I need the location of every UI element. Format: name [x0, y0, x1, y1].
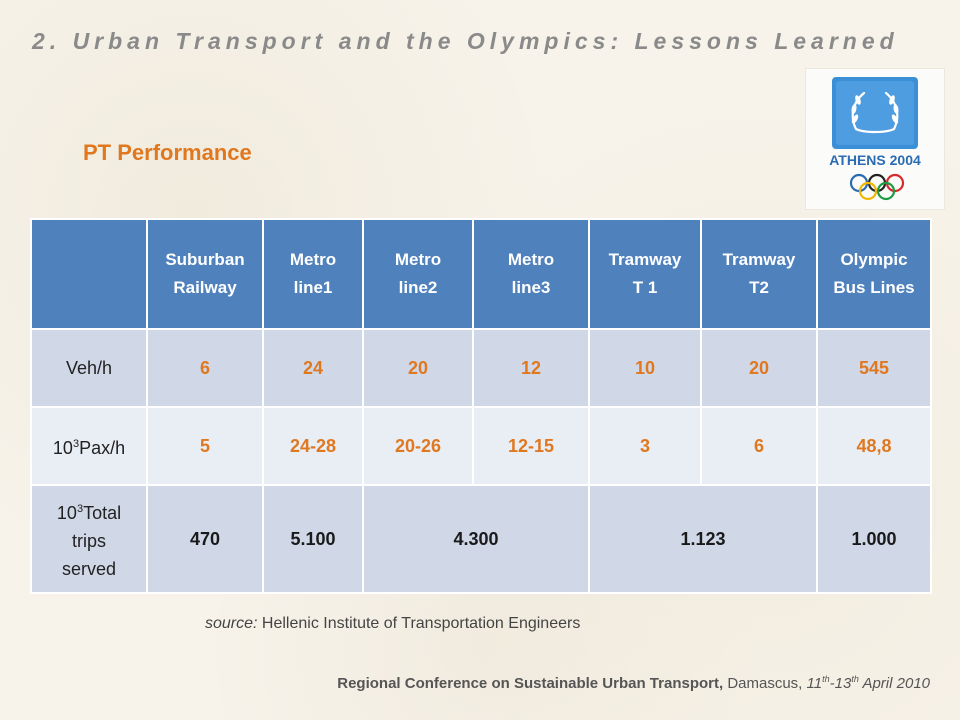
pt-performance-table: Suburban Railway Metro line1 Metro line2 Me… — [30, 218, 932, 594]
table-cell: 24 — [262, 328, 364, 408]
table-cell: 3 — [588, 406, 702, 486]
logo-caption: ATHENS 2004 — [829, 152, 921, 168]
footer-conference: Regional Conference on Sustainable Urban… — [337, 674, 930, 692]
header-suburban-railway: Suburban Railway — [146, 218, 264, 330]
table-cell: 20-26 — [362, 406, 474, 486]
table-cell: 1.000 — [816, 484, 932, 594]
table-cell: 6 — [700, 406, 818, 486]
table-cell: 6 — [146, 328, 264, 408]
header-tramway-t1: Tramway T 1 — [588, 218, 702, 330]
slide-title: 2. Urban Transport and the Olympics: Les… — [32, 28, 899, 54]
footer-city: Damascus, — [727, 675, 803, 692]
header-olympic-bus-lines: Olympic Bus Lines — [816, 218, 932, 330]
table-cell: 5 — [146, 406, 264, 486]
footer-dates: 11th-13th April 2010 — [806, 674, 930, 692]
header-corner-cell — [30, 218, 148, 330]
header-metro-line1: Metro line1 — [262, 218, 364, 330]
header-metro-line3: Metro line3 — [472, 218, 590, 330]
table-cell: 20 — [700, 328, 818, 408]
source-note: source: Hellenic Institute of Transporta… — [205, 615, 580, 633]
header-tramway-t2: Tramway T2 — [700, 218, 818, 330]
header-metro-line2: Metro line2 — [362, 218, 474, 330]
footer-conference-name: Regional Conference on Sustainable Urban… — [337, 675, 724, 692]
table-header-row: Suburban Railway Metro line1 Metro line2 Me… — [30, 218, 932, 330]
table-row-veh-per-h: Veh/h 6 24 20 12 10 20 545 — [30, 328, 932, 408]
row-label-pax-per-h: 103Pax/h — [30, 406, 148, 486]
row-label-total-trips: 103Total trips served — [30, 484, 148, 594]
table-cell-merged-metro-2-3: 4.300 — [362, 484, 590, 594]
table-cell: 48,8 — [816, 406, 932, 486]
row-label-veh-per-h: Veh/h — [30, 328, 148, 408]
table-cell: 545 — [816, 328, 932, 408]
table-cell: 12 — [472, 328, 590, 408]
olympic-logo-icon — [832, 77, 918, 201]
table-cell-merged-tramways: 1.123 — [588, 484, 818, 594]
source-label: source: — [205, 615, 258, 632]
table-cell: 10 — [588, 328, 702, 408]
table-row-total-trips: 103Total trips served 470 5.100 4.300 1.12… — [30, 484, 932, 594]
table-cell: 12-15 — [472, 406, 590, 486]
source-text: Hellenic Institute of Transportation Eng… — [261, 615, 581, 632]
table-cell: 470 — [146, 484, 264, 594]
table-cell: 24-28 — [262, 406, 364, 486]
table-cell: 20 — [362, 328, 474, 408]
table-cell: 5.100 — [262, 484, 364, 594]
athens-2004-logo: ATHENS 2004 — [805, 68, 945, 210]
table-row-pax-per-h: 103Pax/h 5 24-28 20-26 12-15 3 6 48,8 — [30, 406, 932, 486]
section-subtitle: PT Performance — [83, 140, 252, 165]
